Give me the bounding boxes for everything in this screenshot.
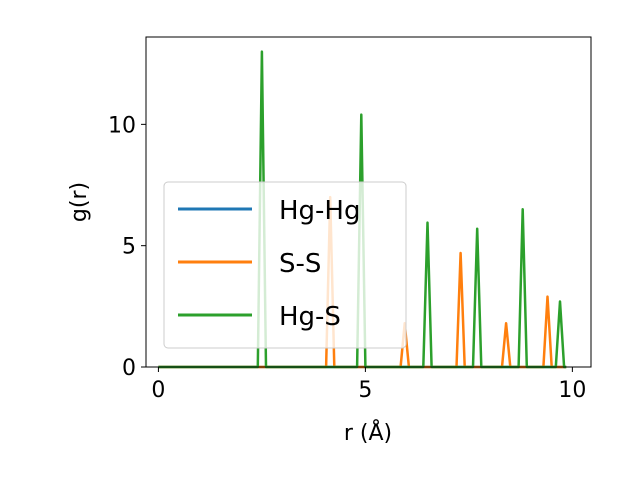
y-tick-label: 5 <box>122 235 136 260</box>
x-tick-label: 10 <box>558 378 586 403</box>
y-axis-title: g(r) <box>67 182 92 222</box>
legend-label: Hg-S <box>279 302 341 332</box>
legend-label: Hg-Hg <box>279 196 361 226</box>
y-tick-label: 10 <box>108 113 136 138</box>
y-tick-label: 0 <box>122 356 136 381</box>
x-axis-title: r (Å) <box>344 419 392 446</box>
legend-box <box>163 181 407 349</box>
legend: Hg-Hg S-S Hg-S <box>163 181 407 349</box>
x-tick-label: 5 <box>358 378 372 403</box>
plot-frame <box>145 36 592 368</box>
x-tick-label: 0 <box>151 378 165 403</box>
ticks-layer: 0 5 10 0 5 10 <box>108 113 586 403</box>
legend-label: S-S <box>279 249 321 279</box>
